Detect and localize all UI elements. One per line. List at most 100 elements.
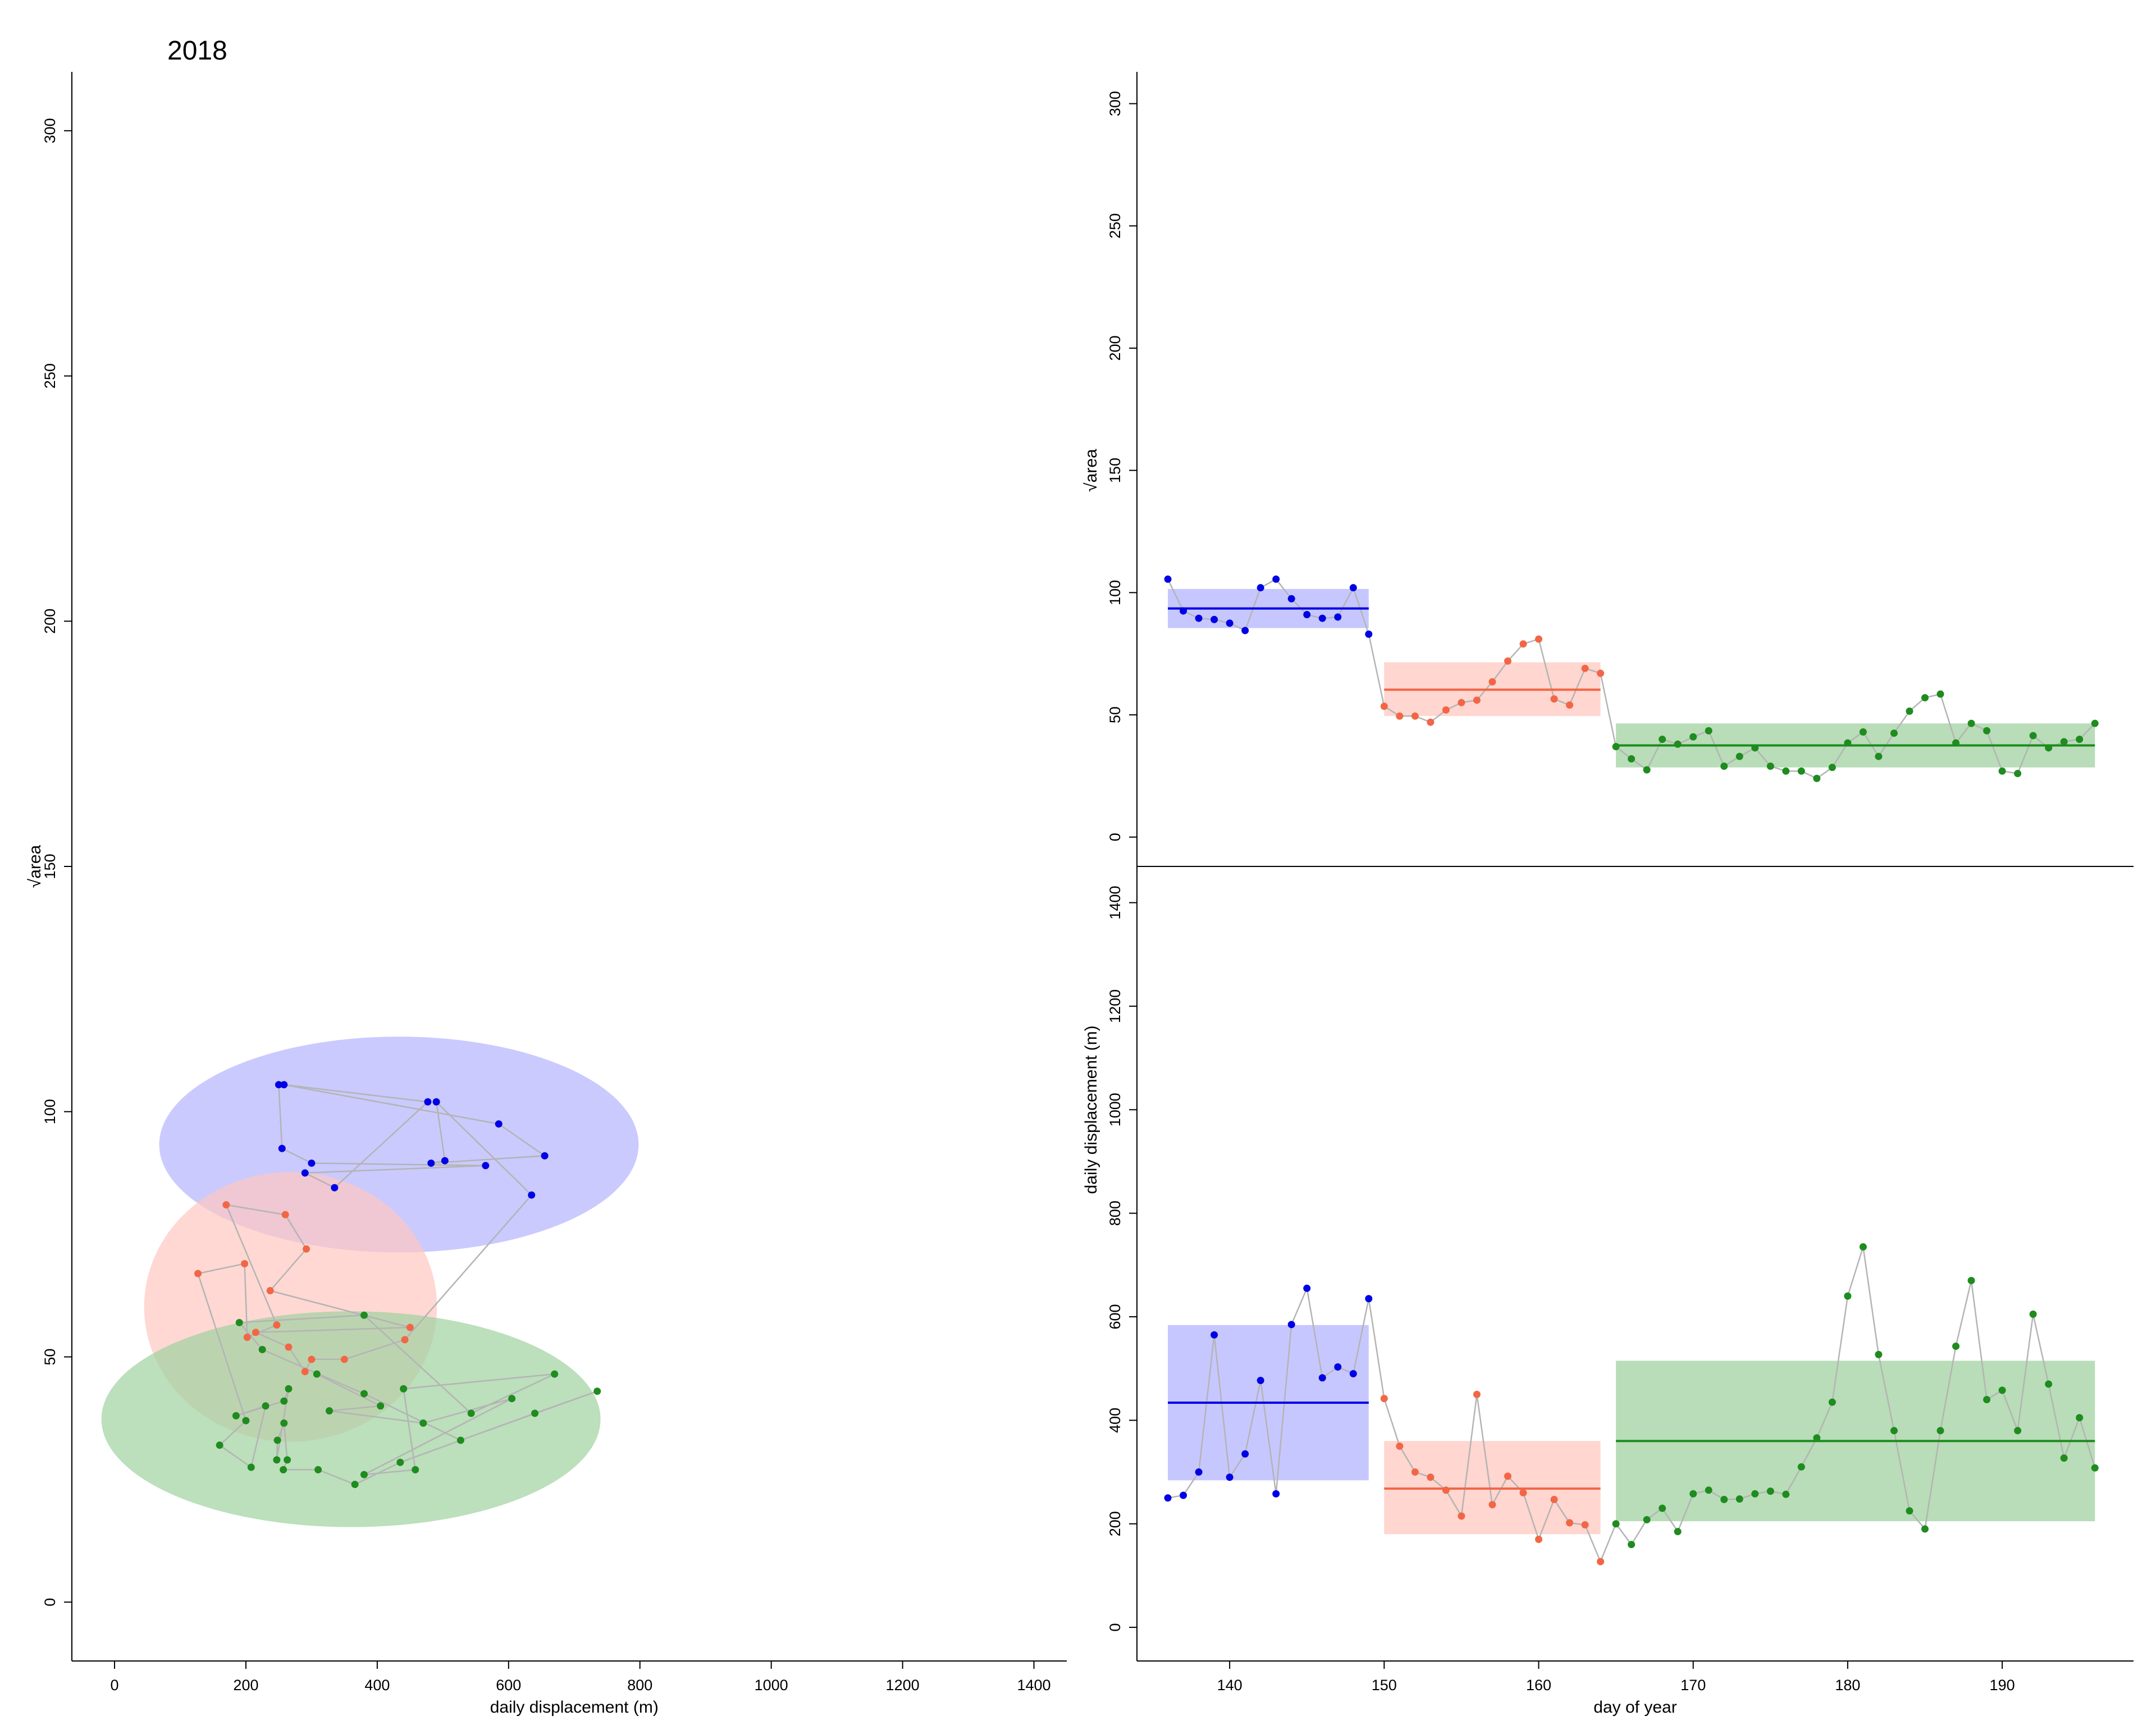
point-blue <box>278 1144 286 1152</box>
point-red <box>194 1270 202 1277</box>
point-green <box>1952 739 1960 747</box>
point-red <box>273 1321 281 1329</box>
point-green <box>2014 1427 2022 1435</box>
x-tick-label: 150 <box>1372 1677 1397 1694</box>
point-green <box>1844 739 1852 747</box>
x-tick-label: 160 <box>1526 1677 1551 1694</box>
point-blue <box>1318 1374 1326 1382</box>
point-green <box>2045 1380 2053 1388</box>
point-blue <box>275 1081 282 1089</box>
point-blue <box>1180 607 1187 615</box>
point-green <box>1813 774 1821 782</box>
point-red <box>266 1287 274 1295</box>
point-green <box>1998 1386 2006 1394</box>
x-tick-label: 1400 <box>1017 1677 1050 1694</box>
y-tick-label: 1000 <box>1107 1093 1123 1126</box>
x-axis-label: daily displacement (m) <box>490 1698 659 1717</box>
point-green <box>2076 1414 2084 1422</box>
y-tick-label: 250 <box>42 363 58 389</box>
ellipse-green <box>101 1311 601 1527</box>
point-blue <box>1272 575 1280 583</box>
point-green <box>285 1385 293 1393</box>
y-tick-label: 50 <box>42 1348 58 1365</box>
point-blue <box>482 1162 490 1170</box>
point-blue <box>1195 1468 1203 1476</box>
point-green <box>1643 766 1651 774</box>
point-red <box>303 1245 310 1253</box>
point-green <box>325 1407 333 1415</box>
point-red <box>1427 1473 1435 1481</box>
point-red <box>1411 1468 1419 1476</box>
y-tick-label: 50 <box>1107 706 1123 723</box>
point-green <box>1674 1528 1682 1536</box>
point-green <box>2091 1464 2099 1472</box>
point-blue <box>1349 584 1357 592</box>
point-red <box>1581 664 1589 672</box>
x-tick-label: 180 <box>1835 1677 1860 1694</box>
point-green <box>1628 755 1636 763</box>
y-tick-label: 100 <box>1107 580 1123 605</box>
y-axis-label: √area <box>1082 449 1100 492</box>
point-green <box>360 1311 368 1319</box>
y-tick-label: 200 <box>1107 335 1123 360</box>
point-green <box>1936 1427 1944 1435</box>
point-green <box>280 1419 288 1427</box>
point-green <box>258 1345 266 1353</box>
point-green <box>377 1402 385 1410</box>
point-red <box>243 1334 251 1341</box>
point-blue <box>1349 1370 1357 1377</box>
point-blue <box>1257 1376 1264 1384</box>
y-axis-label: daily displacement (m) <box>1082 1025 1100 1194</box>
point-green <box>1735 1495 1743 1503</box>
point-green <box>1890 729 1898 737</box>
point-red <box>1473 1390 1481 1398</box>
point-blue <box>1180 1491 1187 1499</box>
point-blue <box>432 1098 440 1106</box>
point-blue <box>1226 619 1234 627</box>
point-green <box>593 1388 601 1395</box>
point-blue <box>541 1152 549 1160</box>
point-red <box>1550 695 1558 703</box>
point-green <box>1735 752 1743 760</box>
point-blue <box>308 1159 316 1167</box>
point-blue <box>1211 615 1218 623</box>
point-green <box>1906 708 1913 715</box>
point-red <box>1396 712 1404 720</box>
point-green <box>2091 719 2099 727</box>
point-green <box>351 1481 359 1489</box>
point-green <box>1828 1398 1836 1406</box>
displacement-timeseries-panel: 0 200 400 600 800 1000 1200 1400 daily displacem… <box>1082 866 2134 1717</box>
point-green <box>1612 743 1620 751</box>
point-blue <box>1164 1494 1172 1502</box>
point-green <box>1705 1486 1712 1494</box>
y-tick-label: 1200 <box>1107 989 1123 1023</box>
x-tick-label: 600 <box>496 1677 521 1694</box>
point-green <box>247 1463 255 1471</box>
point-red <box>1458 1512 1465 1520</box>
point-red <box>1442 706 1450 714</box>
point-blue <box>528 1191 536 1199</box>
point-red <box>1427 718 1435 726</box>
point-green <box>273 1456 281 1464</box>
point-red <box>285 1343 293 1351</box>
point-red <box>241 1260 249 1267</box>
point-green <box>314 1466 322 1473</box>
point-blue <box>280 1081 288 1089</box>
point-blue <box>1241 1450 1249 1458</box>
point-blue <box>495 1120 503 1128</box>
point-blue <box>1334 1363 1342 1371</box>
point-green <box>1828 764 1836 772</box>
point-blue <box>1211 1331 1218 1339</box>
point-red <box>406 1324 414 1331</box>
point-blue <box>424 1098 432 1106</box>
point-green <box>412 1466 419 1473</box>
point-blue <box>1164 575 1172 583</box>
point-green <box>1859 728 1867 736</box>
y-tick-label: 0 <box>1107 833 1123 841</box>
point-green <box>1844 1292 1852 1300</box>
point-red <box>301 1368 309 1376</box>
y-axis-label: √area <box>26 845 44 888</box>
point-red <box>308 1356 316 1363</box>
point-red <box>1411 712 1419 720</box>
